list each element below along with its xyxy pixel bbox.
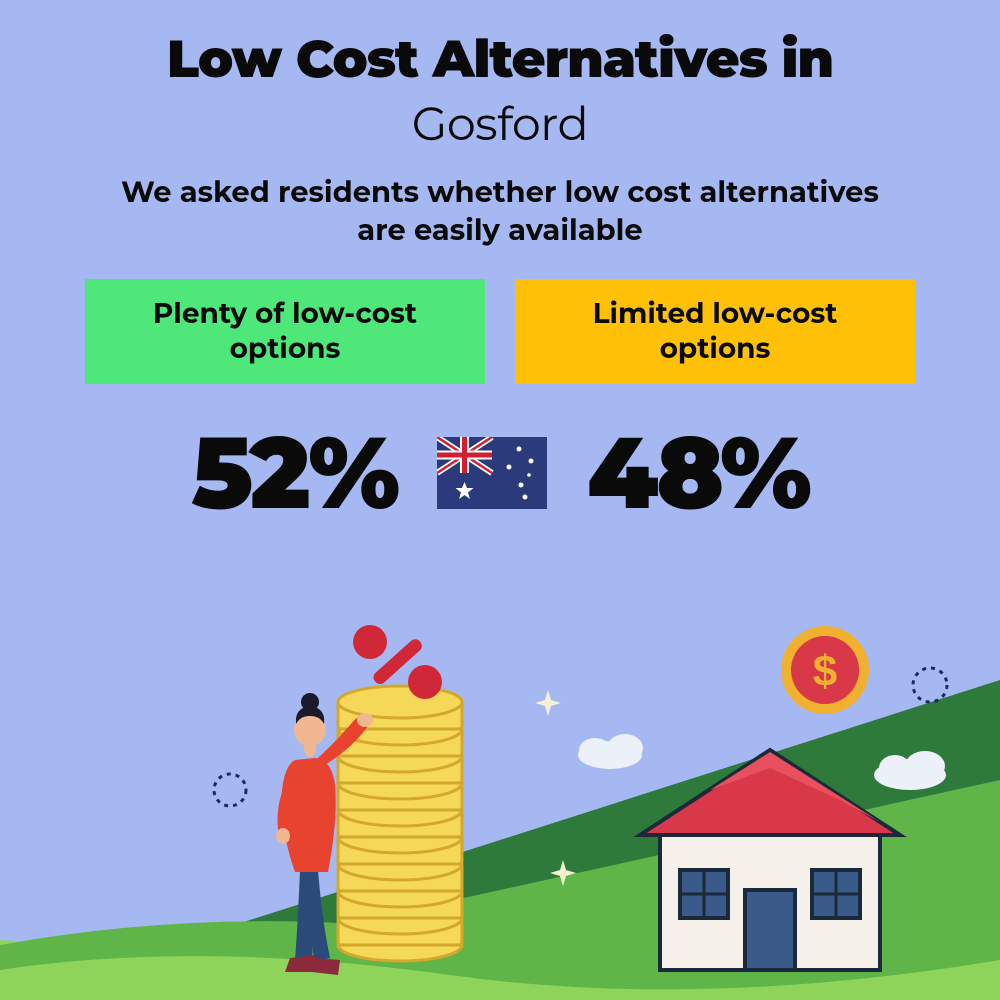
title-line-2: Gosford: [412, 95, 588, 152]
cloud-icon: [578, 734, 643, 769]
svg-text:$: $: [813, 647, 837, 696]
stat-right: 48%: [587, 412, 809, 534]
stats-row: 52% 48%: [191, 412, 809, 534]
infographic-illustration: $: [0, 600, 1000, 1000]
subtitle: We asked residents whether low cost alte…: [110, 174, 890, 249]
australia-flag-icon: [437, 437, 547, 509]
options-row: Plenty of low-cost options Limited low-c…: [85, 279, 915, 384]
title-line-1: Low Cost Alternatives in: [167, 28, 833, 91]
option-plenty: Plenty of low-cost options: [85, 279, 485, 384]
option-limited: Limited low-cost options: [515, 279, 915, 384]
stat-left: 52%: [191, 412, 397, 534]
dollar-coin-icon: $: [781, 626, 869, 714]
